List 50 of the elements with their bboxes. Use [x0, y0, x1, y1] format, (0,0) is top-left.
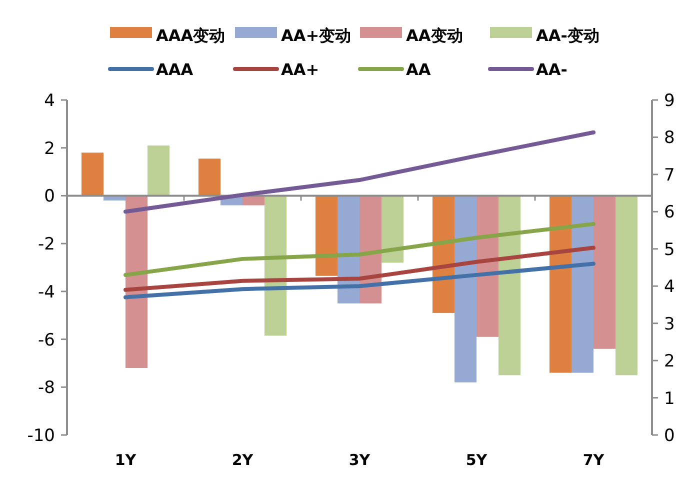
bar: [148, 145, 170, 196]
y-tick-label: 2: [44, 138, 55, 159]
y2-tick-label: 8: [664, 128, 675, 148]
y2-tick-label: 9: [664, 91, 675, 111]
line-series: [124, 222, 596, 277]
legend-label: AAA: [156, 60, 194, 79]
y-tick-label: -4: [38, 282, 55, 302]
legend-label: AA变动: [406, 26, 463, 45]
y2-tick-label: 3: [664, 314, 675, 334]
y-tick-label: -6: [38, 330, 55, 350]
x-tick-label: 1Y: [114, 451, 138, 469]
bar: [498, 196, 520, 376]
y-tick-label: -8: [38, 378, 55, 398]
line-series: [124, 246, 596, 292]
y-tick-label: 0: [44, 186, 55, 207]
bar: [454, 196, 476, 382]
y-tick-label: -2: [38, 234, 55, 255]
x-tick-label: 3Y: [348, 451, 372, 469]
x-tick-label: 2Y: [232, 451, 254, 469]
bar: [264, 196, 286, 336]
bar: [572, 196, 594, 373]
line-series: [124, 262, 596, 300]
bar: [550, 196, 572, 373]
bar: [126, 196, 148, 368]
bar: [382, 196, 404, 263]
y2-tick-label: 4: [664, 277, 675, 298]
y2-tick-label: 2: [664, 352, 675, 372]
bar: [242, 196, 264, 206]
bar: [198, 158, 220, 196]
bar: [82, 152, 104, 196]
x-tick-label: 7Y: [582, 451, 606, 469]
bar: [316, 196, 338, 276]
y2-tick-label: 7: [664, 165, 675, 186]
bar: [616, 196, 638, 376]
bar: [476, 196, 498, 337]
y-tick-label: 4: [44, 91, 55, 111]
line-series: [124, 130, 596, 214]
legend-label: AA: [406, 60, 432, 79]
legend-label: AAA变动: [156, 26, 226, 45]
legend-label: AA+: [281, 60, 320, 79]
legend-label: AA-: [536, 60, 568, 79]
legend-label: AA-变动: [536, 26, 600, 45]
bar: [594, 196, 616, 349]
x-tick-label: 5Y: [466, 451, 488, 469]
y2-tick-label: 0: [664, 426, 675, 446]
y-tick-label: -10: [27, 426, 55, 446]
legend-label: AA+变动: [281, 26, 352, 45]
y2-tick-label: 6: [664, 202, 675, 223]
y2-tick-label: 1: [664, 388, 675, 409]
y2-tick-label: 5: [664, 240, 675, 260]
